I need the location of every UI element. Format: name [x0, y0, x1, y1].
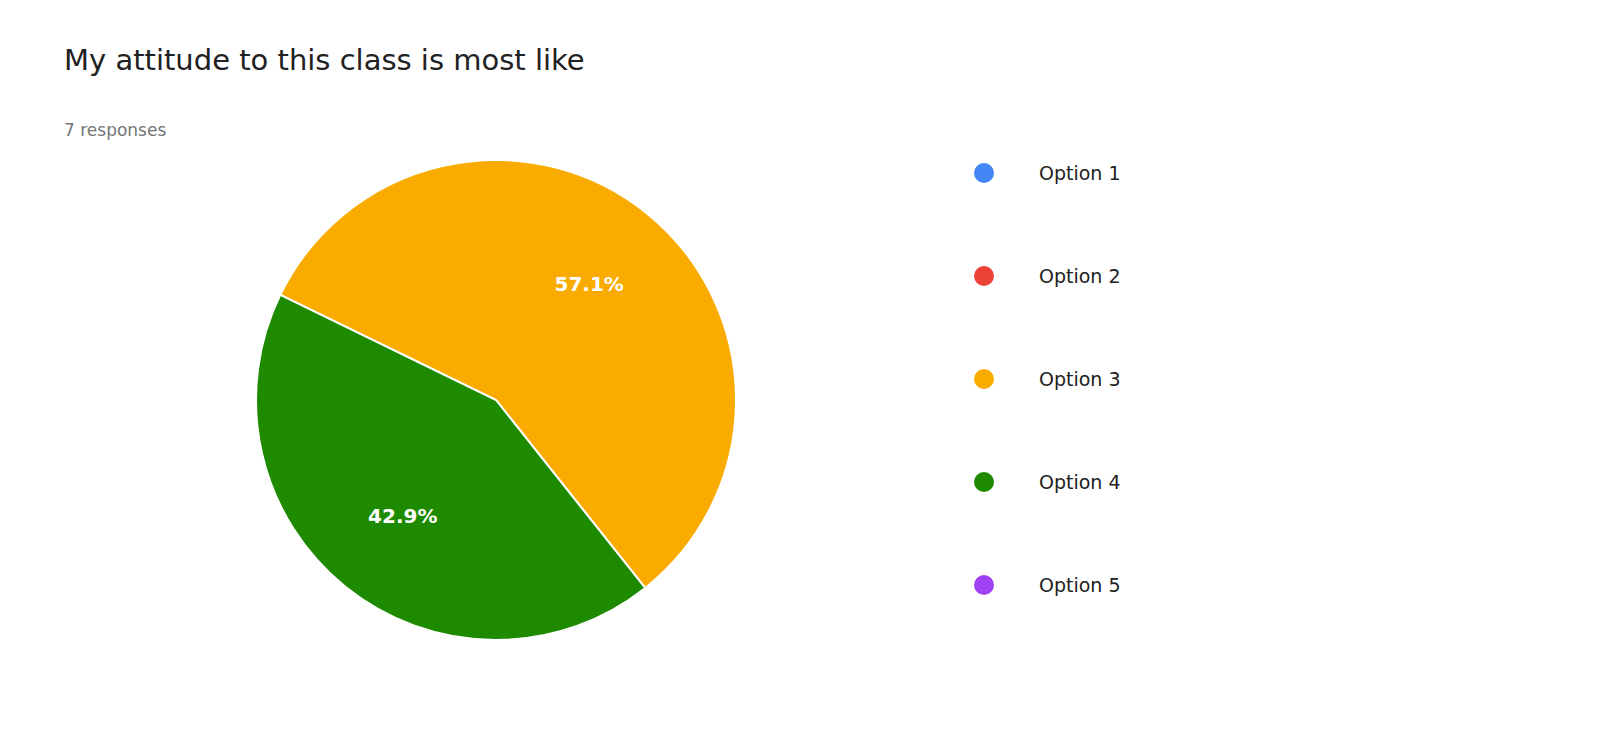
legend-label: Option 5 [1039, 574, 1121, 596]
data-labels: 57.1% 42.9% [368, 272, 624, 528]
pie-slice [256, 295, 645, 640]
legend-swatch [974, 163, 994, 183]
pie [256, 160, 736, 640]
data-label: 57.1% [555, 272, 624, 296]
legend-item: Option 3 [974, 368, 1121, 390]
legend-item: Option 4 [974, 471, 1121, 493]
data-label: 42.9% [368, 504, 437, 528]
legend-item: Option 5 [974, 574, 1121, 596]
subtitle: 7 responses [64, 120, 166, 140]
legend-swatch [974, 472, 994, 492]
chart: My attitude to this class is most like 7 … [0, 0, 1600, 738]
legend-label: Option 2 [1039, 265, 1121, 287]
legend-item: Option 2 [974, 265, 1121, 287]
legend: Option 1 Option 2 Option 3 Option 4 Option 5 [974, 162, 1121, 596]
legend-item: Option 1 [974, 162, 1121, 184]
title: My attitude to this class is most like [64, 43, 585, 77]
legend-swatch [974, 369, 994, 389]
legend-label: Option 4 [1039, 471, 1121, 493]
legend-swatch [974, 575, 994, 595]
legend-label: Option 1 [1039, 162, 1121, 184]
legend-label: Option 3 [1039, 368, 1121, 390]
legend-swatch [974, 266, 994, 286]
